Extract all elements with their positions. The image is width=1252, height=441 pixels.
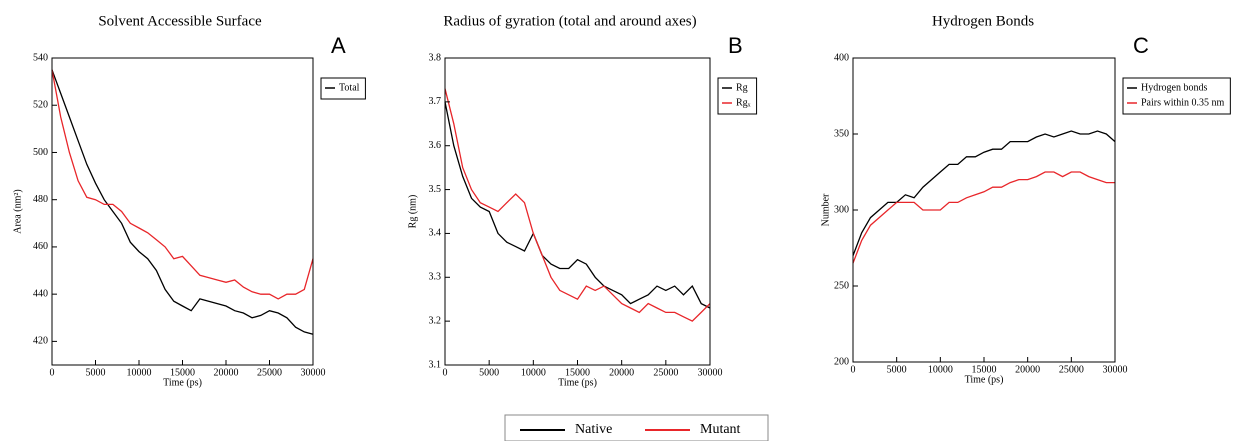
legend-frame: [320, 77, 366, 100]
x-tick-label: 5000: [479, 367, 499, 378]
shared-legend: Native Mutant: [504, 414, 769, 441]
x-tick-label: 0: [443, 367, 448, 378]
y-tick-label: 440: [33, 288, 48, 299]
chart-title: Radius of gyration (total and around axe…: [443, 13, 696, 29]
y-tick-label: 3.1: [429, 359, 442, 370]
series-line: [444, 88, 711, 322]
x-tick-label: 0: [50, 367, 55, 378]
legend: Hydrogen bonds Pairs within 0.35 nm: [1122, 77, 1231, 115]
chart-title: Solvent Accessible Surface: [98, 13, 262, 29]
shared-legend-frame: [504, 414, 769, 441]
y-tick-label: 3.8: [429, 52, 442, 63]
y-tick-label: 3.6: [429, 140, 442, 151]
x-tick-label: 15000: [972, 364, 997, 375]
y-tick-label: 500: [33, 147, 48, 158]
plot-frame: [444, 57, 711, 366]
y-axis-label: Rg (nm): [407, 195, 418, 229]
x-tick-label: 30000: [301, 367, 326, 378]
x-tick-label: 10000: [127, 367, 152, 378]
y-tick-label: 3.3: [429, 272, 442, 283]
series-line: [852, 130, 1116, 256]
y-tick-label: 350: [834, 128, 849, 139]
x-tick-label: 10000: [928, 364, 953, 375]
y-tick-label: 3.7: [429, 96, 442, 107]
y-tick-label: 3.2: [429, 315, 442, 326]
x-tick-label: 10000: [521, 367, 546, 378]
y-axis-label: Area (nm²): [12, 189, 23, 233]
chart-title: Hydrogen Bonds: [932, 13, 1034, 29]
x-tick-label: 25000: [1059, 364, 1084, 375]
x-tick-label: 20000: [214, 367, 239, 378]
series-line: [852, 171, 1115, 264]
legend: Rg Rgₓ: [717, 77, 758, 115]
y-tick-label: 400: [834, 52, 849, 63]
legend-label: Rgₓ: [736, 97, 751, 108]
x-tick-label: 30000: [1103, 364, 1128, 375]
legend-frame: [1122, 77, 1231, 115]
series-line: [444, 101, 711, 309]
y-tick-label: 3.4: [429, 228, 442, 239]
panel-letter: C: [1133, 33, 1149, 58]
series-line: [51, 69, 314, 300]
x-tick-label: 15000: [170, 367, 195, 378]
legend-frame: [717, 77, 758, 115]
x-tick-label: 30000: [698, 367, 723, 378]
legend-label: Total: [339, 82, 360, 93]
y-tick-label: 200: [834, 356, 849, 367]
legend-label: Mutant: [700, 422, 741, 437]
legend-label: Native: [575, 422, 612, 437]
legend-label: Hydrogen bonds: [1141, 82, 1207, 93]
x-axis-label: Time (ps): [558, 377, 597, 388]
y-axis-label: Number: [820, 193, 831, 226]
series-line: [51, 69, 314, 335]
y-tick-label: 520: [33, 100, 48, 111]
x-tick-label: 20000: [609, 367, 634, 378]
x-tick-label: 25000: [653, 367, 678, 378]
y-tick-label: 480: [33, 194, 48, 205]
plot-frame: [51, 57, 314, 366]
x-tick-label: 15000: [565, 367, 590, 378]
y-tick-label: 540: [33, 52, 48, 63]
x-tick-label: 25000: [257, 367, 282, 378]
panel-letter: A: [331, 33, 346, 58]
y-tick-label: 300: [834, 204, 849, 215]
x-axis-label: Time (ps): [163, 377, 202, 388]
x-axis-label: Time (ps): [965, 374, 1004, 385]
panel-letter: B: [728, 33, 743, 58]
legend-label: Rg: [736, 82, 748, 93]
x-tick-label: 0: [851, 364, 856, 375]
legend-label: Pairs within 0.35 nm: [1141, 97, 1225, 108]
y-tick-label: 250: [834, 280, 849, 291]
y-tick-label: 460: [33, 241, 48, 252]
plot-frame: [852, 57, 1116, 363]
legend: Total: [320, 77, 366, 100]
x-tick-label: 5000: [86, 367, 106, 378]
x-tick-label: 20000: [1015, 364, 1040, 375]
x-tick-label: 5000: [887, 364, 907, 375]
y-tick-label: 420: [33, 336, 48, 347]
y-tick-label: 3.5: [429, 184, 442, 195]
